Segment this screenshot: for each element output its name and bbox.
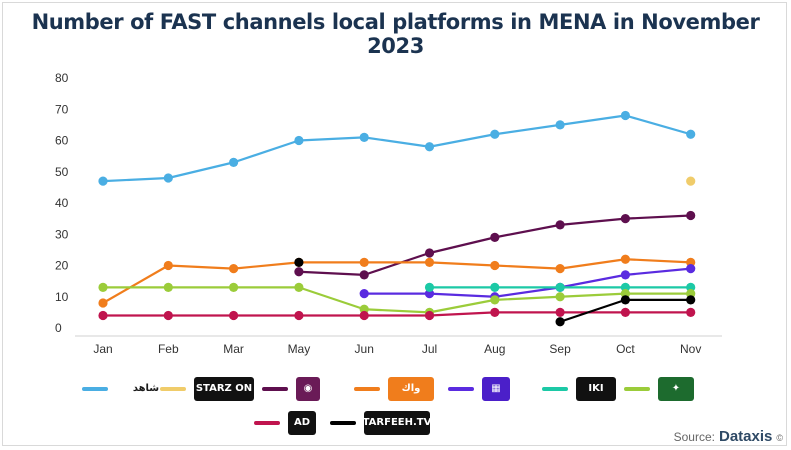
series-line bbox=[102, 114, 692, 183]
data-point bbox=[490, 232, 500, 242]
series-line bbox=[103, 311, 691, 317]
chart-title: Number of FAST channels local platforms … bbox=[31, 10, 760, 58]
data-point bbox=[620, 254, 631, 264]
y-tick-label: 70 bbox=[55, 102, 69, 116]
x-tick-label: Mar bbox=[223, 342, 244, 356]
data-point bbox=[620, 270, 631, 280]
data-point bbox=[686, 210, 696, 221]
y-tick-label: 80 bbox=[55, 71, 69, 85]
data-point bbox=[490, 129, 500, 139]
series-line bbox=[364, 267, 691, 298]
data-point bbox=[229, 310, 239, 321]
data-point bbox=[98, 298, 108, 308]
data-point bbox=[294, 267, 304, 277]
data-point bbox=[686, 295, 696, 305]
data-point bbox=[229, 157, 239, 167]
series-purple_brand bbox=[294, 210, 696, 280]
data-point bbox=[555, 220, 565, 230]
data-point bbox=[294, 282, 304, 292]
data-point bbox=[294, 257, 304, 267]
data-point bbox=[686, 176, 696, 186]
data-point bbox=[359, 270, 369, 280]
copyright-mark: © bbox=[776, 433, 783, 443]
data-point bbox=[359, 257, 369, 267]
data-point bbox=[490, 307, 500, 317]
series-tarfeeh bbox=[294, 257, 696, 327]
data-point bbox=[424, 142, 435, 152]
data-point bbox=[294, 135, 304, 146]
data-point bbox=[163, 310, 173, 321]
source-label: Source: bbox=[673, 430, 715, 444]
dataxis-logo: Dataxis bbox=[718, 428, 773, 445]
series-orange_brand bbox=[98, 254, 696, 308]
y-tick-label: 40 bbox=[55, 196, 69, 210]
series-teal_brand bbox=[424, 282, 696, 292]
data-point bbox=[686, 129, 696, 139]
x-tick-label: Sep bbox=[549, 342, 571, 356]
series-starzon bbox=[686, 176, 696, 186]
data-point bbox=[229, 264, 239, 274]
chart-frame bbox=[2, 2, 787, 446]
data-point bbox=[359, 310, 369, 321]
data-point bbox=[490, 282, 500, 292]
x-tick-label: Oct bbox=[616, 342, 635, 356]
x-tick-label: May bbox=[288, 342, 311, 356]
x-tick-label: Nov bbox=[680, 342, 701, 356]
data-point bbox=[490, 260, 500, 271]
data-point bbox=[555, 282, 565, 292]
data-point bbox=[294, 310, 304, 321]
x-tick-label: Jul bbox=[422, 342, 437, 356]
series-shahid bbox=[98, 110, 696, 186]
data-point bbox=[424, 257, 435, 267]
data-point bbox=[555, 317, 565, 327]
series-line bbox=[102, 258, 691, 304]
x-tick-label: Jun bbox=[355, 342, 374, 356]
x-tick-label: Feb bbox=[158, 342, 179, 356]
data-point bbox=[620, 110, 631, 121]
y-tick-label: 30 bbox=[55, 227, 69, 241]
data-point bbox=[555, 307, 565, 317]
y-tick-label: 50 bbox=[55, 165, 69, 179]
data-point bbox=[686, 264, 696, 274]
data-point bbox=[620, 214, 631, 224]
data-point bbox=[359, 289, 369, 299]
y-tick-label: 60 bbox=[55, 134, 69, 148]
source-credit: Source: Dataxis © bbox=[674, 428, 783, 445]
data-point bbox=[555, 292, 565, 302]
x-tick-label: Aug bbox=[484, 342, 505, 356]
data-point bbox=[424, 282, 435, 292]
data-point bbox=[555, 264, 565, 274]
data-point bbox=[424, 248, 435, 258]
data-point bbox=[229, 282, 239, 292]
y-tick-label: 10 bbox=[55, 290, 69, 304]
data-point bbox=[163, 282, 173, 292]
y-tick-label: 20 bbox=[55, 259, 69, 273]
data-point bbox=[620, 307, 631, 317]
data-point bbox=[359, 132, 369, 142]
series-line bbox=[103, 286, 691, 314]
data-point bbox=[555, 120, 565, 130]
data-point bbox=[163, 260, 173, 271]
data-point bbox=[686, 307, 696, 317]
data-point bbox=[98, 310, 108, 321]
series-indigo_brand bbox=[359, 264, 696, 302]
data-point bbox=[490, 295, 500, 305]
data-point bbox=[98, 282, 108, 292]
data-point bbox=[620, 295, 631, 305]
series-ad bbox=[98, 307, 696, 321]
data-point bbox=[163, 173, 173, 183]
data-point bbox=[424, 310, 435, 321]
y-tick-label: 0 bbox=[55, 321, 62, 335]
data-point bbox=[98, 176, 108, 186]
x-tick-label: Jan bbox=[93, 342, 112, 356]
